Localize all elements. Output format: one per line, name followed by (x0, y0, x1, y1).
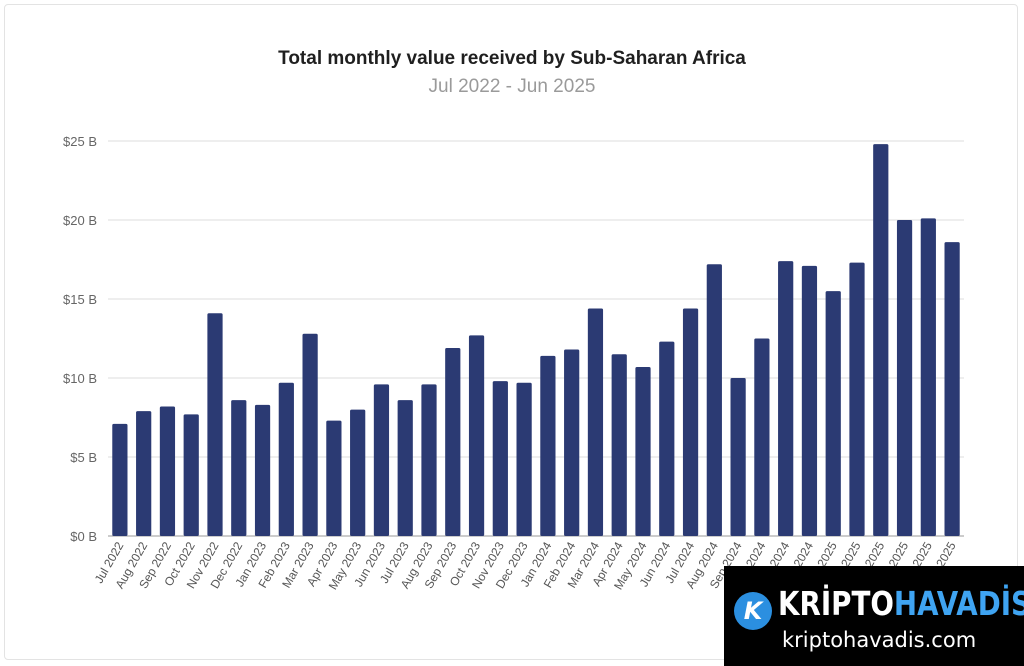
bar (207, 313, 223, 536)
bar (540, 355, 556, 536)
bar (350, 409, 366, 536)
bar (231, 400, 247, 536)
bar (302, 333, 318, 536)
brand-name-part1: KRİPTO (778, 584, 894, 623)
bar (468, 335, 485, 536)
chart-subtitle: Jul 2022 - Jun 2025 (429, 76, 596, 97)
brand-name: KRİPTOHAVADİS (778, 584, 1024, 623)
bar (254, 404, 271, 536)
bar (159, 406, 176, 536)
bar (326, 420, 342, 536)
bar (278, 382, 294, 536)
bar (492, 381, 508, 536)
bar (373, 384, 390, 536)
bar (825, 291, 841, 536)
bar (516, 382, 532, 536)
y-tick-label: $5 B (70, 450, 97, 465)
bar (112, 423, 128, 536)
bar (611, 354, 627, 536)
bar (944, 242, 960, 536)
y-tick-label: $10 B (63, 371, 97, 386)
chart-title: Total monthly value received by Sub-Saha… (278, 48, 746, 69)
y-tick-label: $0 B (70, 529, 97, 544)
bar (445, 347, 461, 536)
bar (920, 218, 936, 537)
bar (682, 308, 699, 536)
chart-frame (4, 4, 1018, 660)
bar (421, 384, 437, 536)
gridlines (108, 140, 964, 537)
brand-name-part2: HAVADİS (893, 584, 1024, 623)
bar (730, 378, 746, 536)
bars (112, 144, 960, 537)
bar (849, 262, 865, 536)
watermark-banner: K KRİPTOHAVADİS kriptohavadis.com (724, 566, 1024, 666)
bar (564, 349, 580, 536)
bar (896, 220, 913, 536)
bar (754, 338, 770, 536)
bar (587, 308, 604, 536)
bar (778, 261, 794, 536)
bar (183, 414, 199, 536)
bar (397, 400, 413, 536)
bar (635, 366, 651, 536)
brand-url: kriptohavadis.com (782, 628, 977, 652)
bar (136, 411, 152, 536)
bar (659, 341, 675, 536)
y-tick-label: $20 B (63, 213, 97, 228)
bar (873, 144, 889, 536)
y-tick-label: $15 B (63, 292, 97, 307)
y-axis-ticks: $0 B $5 B $10 B $15 B $20 B $25 B (63, 134, 97, 544)
bar (706, 264, 722, 536)
bar (801, 265, 818, 536)
brand-logo-icon: K (734, 592, 772, 630)
y-tick-label: $25 B (63, 134, 97, 149)
